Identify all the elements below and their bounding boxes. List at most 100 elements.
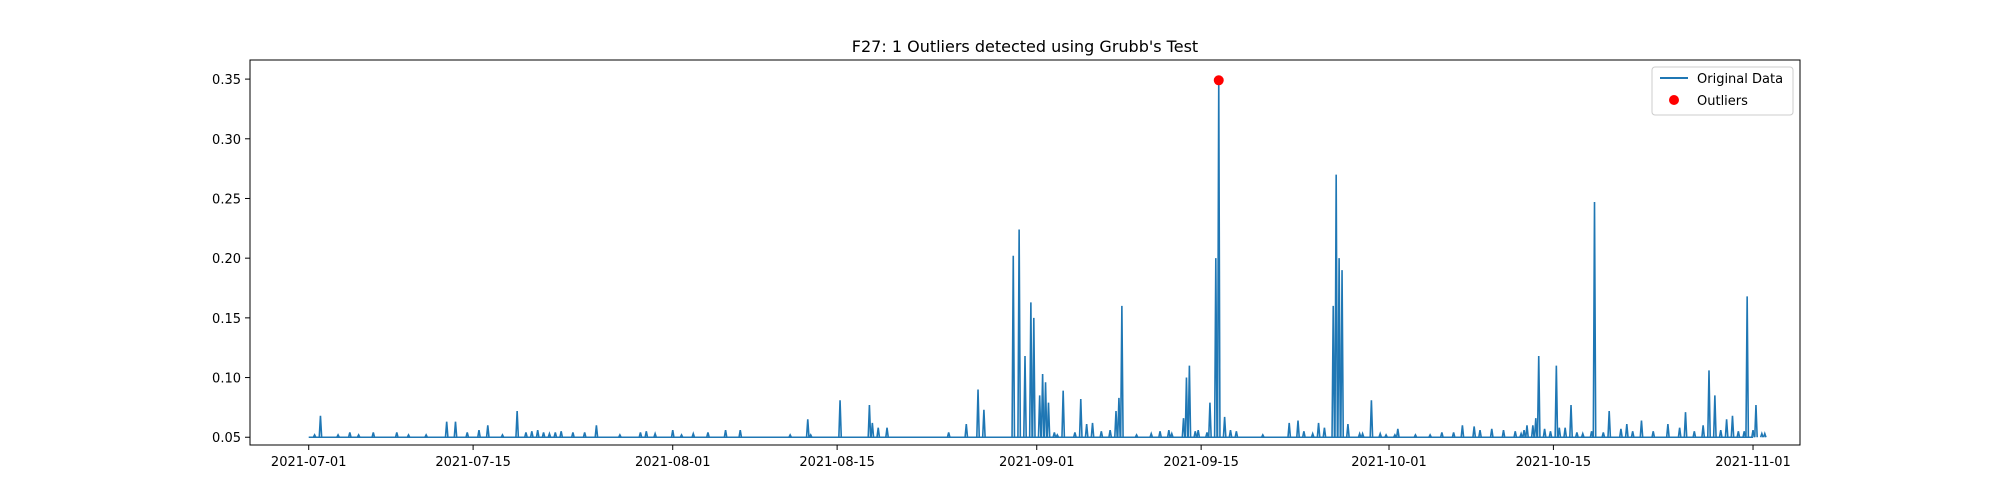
series-spike [1017,229,1022,438]
series-spike [976,389,981,438]
series-spike [1357,431,1362,438]
series-spike [1569,404,1574,438]
series-spike [1031,317,1036,438]
series-spike [444,421,449,438]
series-spike [705,432,710,438]
series-spike [1331,305,1336,438]
series-spike [838,400,843,438]
series-spike [670,429,675,438]
series-spike [553,432,558,438]
y-tick-label: 0.05 [212,431,241,446]
series-spike [1023,356,1027,438]
series-spike [1530,425,1535,438]
series-spike [1592,202,1597,438]
series-spike [738,429,743,438]
series-spike [1665,424,1670,438]
series-spike [1522,429,1527,438]
series-spike [1451,432,1456,438]
plot-area [249,59,1801,446]
series-spike [1478,429,1483,438]
x-tick-label: 2021-08-01 [635,455,711,470]
series-spike [1046,402,1051,438]
series-spike [1193,431,1198,438]
series-spike [1630,431,1635,438]
series-spike [1116,397,1121,438]
series-spike [485,425,490,438]
series-spike [1213,258,1218,438]
series-spike [1392,433,1397,438]
series-spike [1166,429,1171,438]
series-spike [1501,429,1506,438]
series-spike [1395,428,1400,438]
series-spike [1413,433,1418,438]
series-spike [808,433,813,438]
series-spike [964,424,969,438]
series-spike [453,421,458,438]
series-spike [559,431,564,438]
series-spike [1542,428,1547,438]
series-spike [1043,382,1048,438]
series-spike [1108,429,1113,438]
series-spike [1489,428,1494,438]
series-spike [638,432,643,438]
series-spike [885,427,890,438]
series-spike [1759,431,1764,438]
series-spike [1736,431,1741,438]
series-spike [1548,431,1553,438]
series-spike [1037,395,1042,438]
series-spike [1158,431,1163,438]
series-spike [691,431,696,438]
series-spike [424,433,429,438]
series-spike [867,404,872,438]
series-spike [1683,412,1688,438]
series-spike [1384,433,1388,438]
series-spike [1228,429,1233,438]
series-spike [535,429,540,438]
x-tick-label: 2021-09-15 [1163,455,1239,470]
series-spike [594,425,599,438]
series-spike [1369,400,1374,438]
series-spike [523,432,528,438]
series-spike [1536,356,1541,438]
series-spike [1061,390,1066,438]
legend-label-original-data: Original Data [1697,72,1783,87]
series-spike [1724,419,1729,438]
series-spike [1169,431,1174,438]
series-spike [1181,418,1186,438]
series-spike [876,427,881,438]
series-spike [1460,425,1465,438]
series-spike [981,409,986,438]
series-spike [1742,431,1747,438]
series-spike [1184,377,1189,438]
series-spike [476,429,481,438]
series-spike [1340,270,1345,438]
x-tick-label: 2021-10-01 [1351,455,1427,470]
series-spike [1701,425,1706,438]
series-spike [1513,431,1518,438]
series-spike [1011,255,1016,438]
series-spike [1234,431,1239,438]
series-spike [1334,174,1339,438]
chart-title: F27: 1 Outliers detected using Grubb's T… [852,37,1198,56]
series-spike [1260,433,1265,438]
series-spike [1563,427,1568,438]
series-spike [1028,302,1033,438]
series-spike [1052,432,1057,438]
series-spike [1439,432,1444,438]
series-spike [1187,365,1192,438]
series-spike [1601,432,1606,438]
series-spike [1205,432,1209,438]
series-spike [1677,427,1682,438]
series-spike [1196,429,1201,438]
series-spike [1055,433,1060,438]
y-tick-label: 0.20 [212,252,241,267]
series-spike [1554,365,1559,438]
series-spike [1149,431,1154,438]
series-spike [1574,432,1579,438]
x-tick-label: 2021-10-15 [1516,455,1592,470]
series-spike [1712,395,1717,438]
series-spike [336,433,340,438]
series-spike [788,433,793,438]
outlier-layer [1213,75,1224,86]
